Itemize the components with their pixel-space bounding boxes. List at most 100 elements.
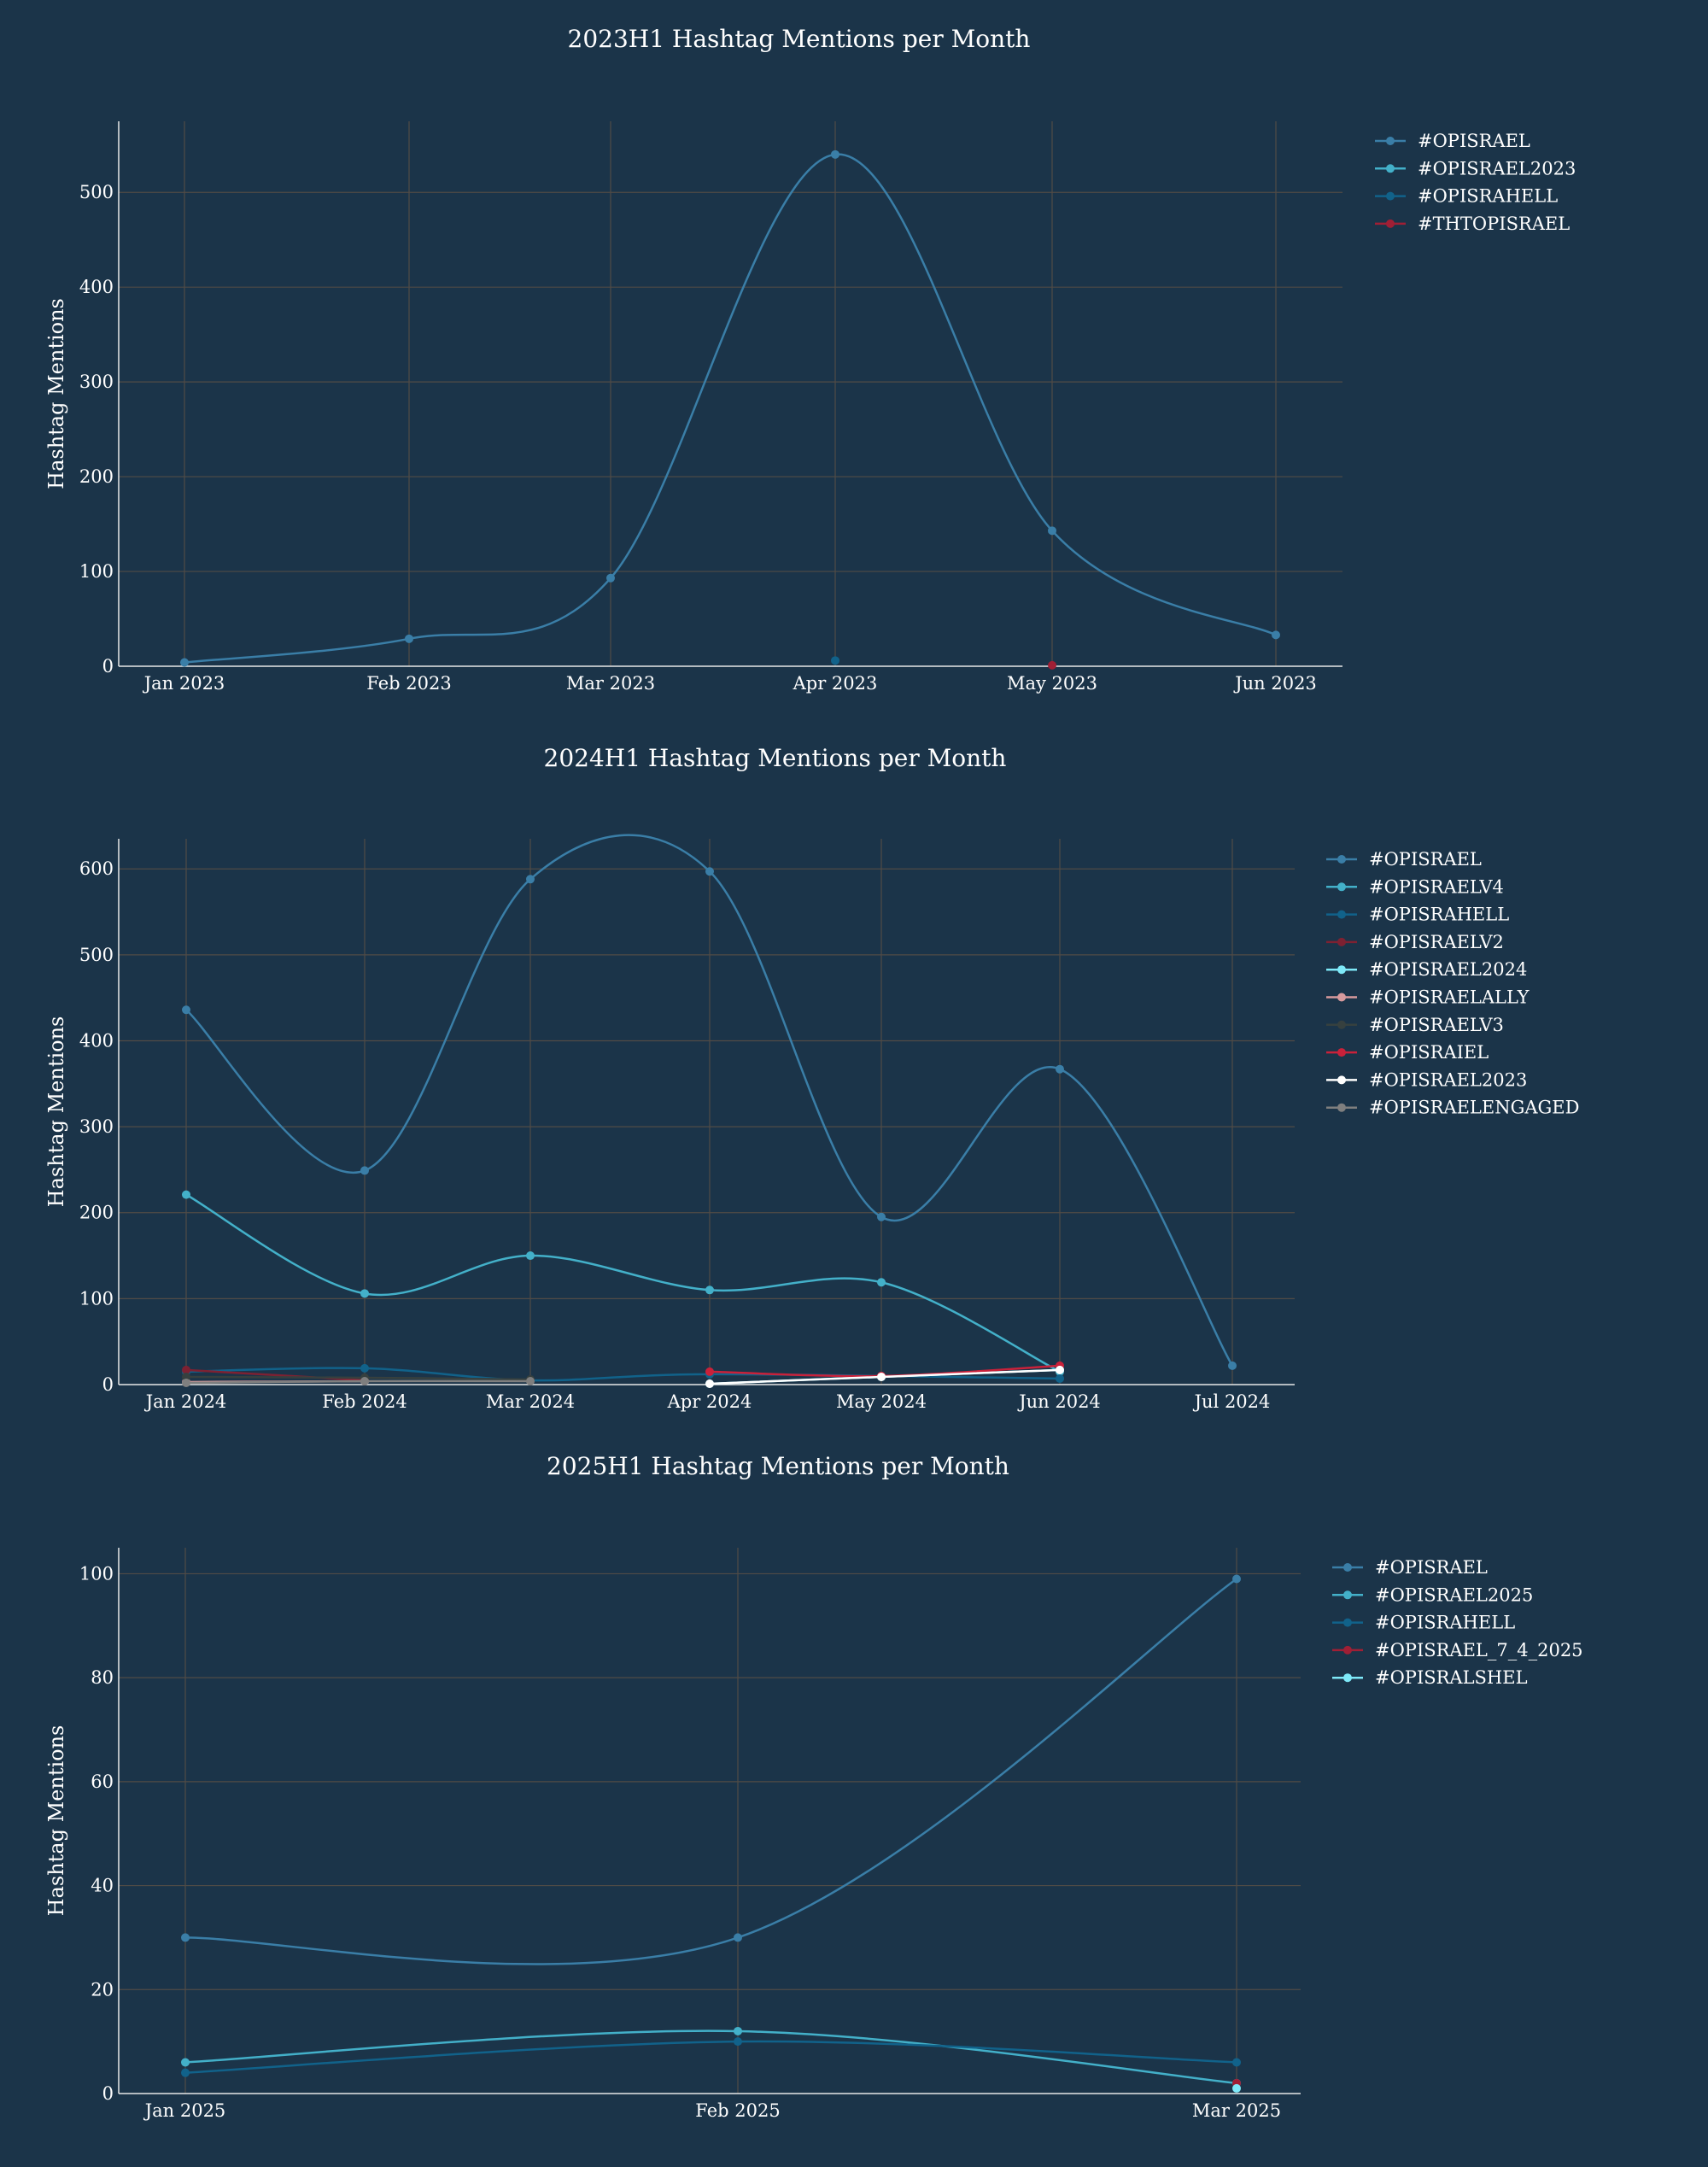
- y-axis-title: Hashtag Mentions: [44, 298, 68, 489]
- data-point: [526, 875, 535, 884]
- x-tick-label: Jan 2024: [144, 1391, 227, 1412]
- legend-entry-label[interactable]: #OPISRAEL: [1418, 131, 1530, 151]
- data-point: [1228, 1361, 1237, 1370]
- legend: #OPISRAEL #OPISRAEL2023 #OPISRAHELL #THTOPI…: [1375, 131, 1576, 234]
- series-line-1: [184, 153, 1277, 664]
- data-point: [831, 149, 839, 159]
- data-point: [877, 1372, 886, 1381]
- data-point: [1048, 660, 1056, 670]
- data-point: [182, 1190, 190, 1199]
- legend-swatch-marker: [1337, 910, 1346, 919]
- x-tick-label: May 2024: [836, 1391, 927, 1412]
- legend-swatch-marker: [1386, 164, 1395, 173]
- legend: #OPISRAEL #OPISRAELV4 #OPISRAHELL #OPISRAEL…: [1326, 849, 1579, 1118]
- y-tick-label: 400: [79, 1030, 114, 1051]
- data-point: [606, 573, 615, 583]
- legend-entry-label[interactable]: #OPISRAEL: [1369, 849, 1482, 870]
- series-group: [181, 1574, 1241, 2093]
- data-point: [1048, 526, 1056, 536]
- legend-entry-label[interactable]: #OPISRAHELL: [1418, 186, 1558, 207]
- data-point: [877, 1278, 886, 1287]
- legend-entry-label[interactable]: #THTOPISRAEL: [1418, 214, 1570, 234]
- legend-entry-label[interactable]: #OPISRAEL: [1375, 1557, 1488, 1578]
- data-point: [705, 1367, 714, 1376]
- data-point: [181, 1933, 190, 1942]
- data-point: [526, 1376, 535, 1385]
- legend-entry-label[interactable]: #OPISRAHELL: [1375, 1613, 1515, 1633]
- data-point: [705, 1286, 714, 1295]
- x-tick-label: Feb 2023: [366, 673, 451, 694]
- x-tick-label: Mar 2023: [566, 673, 655, 694]
- grid-lines: [119, 839, 1295, 1385]
- y-tick-label: 0: [102, 656, 114, 676]
- data-point: [182, 1378, 190, 1387]
- data-point: [360, 1363, 369, 1373]
- x-tick-label: May 2023: [1007, 673, 1097, 694]
- legend-swatch-marker: [1386, 191, 1395, 201]
- legend-entry-label[interactable]: #OPISRALSHEL: [1375, 1667, 1528, 1688]
- legend-entry-label[interactable]: #OPISRAEL2023: [1369, 1069, 1527, 1090]
- y-tick-label: 500: [79, 182, 114, 202]
- y-tick-label: 60: [91, 1772, 114, 1792]
- legend-swatch-marker: [1343, 1645, 1352, 1655]
- legend-entry-label[interactable]: #OPISRAEL2025: [1375, 1584, 1533, 1605]
- y-axis-title: Hashtag Mentions: [44, 1016, 68, 1208]
- legend-entry-label[interactable]: #OPISRAEL_7_4_2025: [1375, 1640, 1583, 1660]
- legend-swatch-marker: [1386, 219, 1395, 228]
- data-point: [526, 1251, 535, 1261]
- legend-entry-label[interactable]: #OPISRAELV2: [1369, 932, 1504, 952]
- y-tick-label: 20: [91, 1979, 114, 2000]
- series-line-4: [185, 1368, 366, 1382]
- data-point: [734, 2037, 742, 2047]
- x-tick-label: Jun 2023: [1233, 673, 1317, 694]
- series-line-2: [184, 2029, 1237, 2085]
- data-point: [360, 1166, 369, 1175]
- legend-swatch-marker: [1337, 937, 1346, 946]
- chart-panel-1: 2023H1 Hashtag Mentions per Month 0 100 200…: [44, 25, 1576, 694]
- y-tick-label: 100: [79, 1288, 114, 1309]
- data-point: [1272, 630, 1280, 640]
- legend-swatch-marker: [1337, 1048, 1346, 1057]
- x-tick-label: Jan 2025: [143, 2100, 226, 2121]
- y-tick-label: 0: [102, 1374, 114, 1395]
- data-point: [181, 2068, 190, 2077]
- data-point: [734, 2026, 742, 2035]
- legend-entry-label[interactable]: #OPISRAEL2023: [1418, 158, 1576, 179]
- data-point: [877, 1212, 886, 1221]
- legend-swatch-marker: [1343, 1563, 1352, 1572]
- data-point: [180, 658, 189, 667]
- y-tick-label: 80: [91, 1667, 114, 1688]
- legend-entry-label[interactable]: #OPISRAELV3: [1369, 1015, 1504, 1035]
- x-tick-label: Jul 2024: [1193, 1391, 1271, 1412]
- x-tick-label: Feb 2025: [695, 2100, 780, 2121]
- chart-panel-2: 2024H1 Hashtag Mentions per Month 0 100 200…: [44, 744, 1579, 1412]
- series-group: [180, 149, 1280, 670]
- y-tick-label: 400: [79, 277, 114, 297]
- data-point: [1232, 2083, 1241, 2093]
- legend-entry-label[interactable]: #OPISRAELENGAGED: [1369, 1098, 1579, 1118]
- data-point: [360, 1289, 369, 1298]
- data-point: [1056, 1365, 1064, 1374]
- legend-swatch-marker: [1337, 1020, 1346, 1029]
- grid-lines: [119, 1548, 1301, 2094]
- x-tick-label: Apr 2024: [667, 1391, 752, 1412]
- legend-swatch-marker: [1343, 1618, 1352, 1627]
- legend-entry-label[interactable]: #OPISRAELALLY: [1369, 987, 1530, 1008]
- legend-entry-label[interactable]: #OPISRAEL2024: [1369, 959, 1527, 980]
- y-tick-label: 500: [79, 945, 114, 965]
- legend-swatch-marker: [1337, 855, 1346, 864]
- legend-swatch-marker: [1337, 1103, 1346, 1112]
- x-tick-label: Mar 2025: [1192, 2100, 1281, 2121]
- data-point: [360, 1376, 369, 1385]
- chart-title: 2025H1 Hashtag Mentions per Month: [547, 1452, 1009, 1480]
- legend-swatch-marker: [1343, 1590, 1352, 1600]
- legend-entry-label[interactable]: #OPISRAIEL: [1369, 1042, 1489, 1063]
- data-point: [405, 634, 413, 643]
- series-line-3: [184, 2040, 1237, 2074]
- y-tick-label: 200: [79, 1203, 114, 1223]
- legend-entry-label[interactable]: #OPISRAHELL: [1369, 905, 1509, 925]
- data-point: [182, 1365, 190, 1374]
- legend-entry-label[interactable]: #OPISRAELV4: [1369, 876, 1504, 897]
- data-point: [734, 1933, 742, 1942]
